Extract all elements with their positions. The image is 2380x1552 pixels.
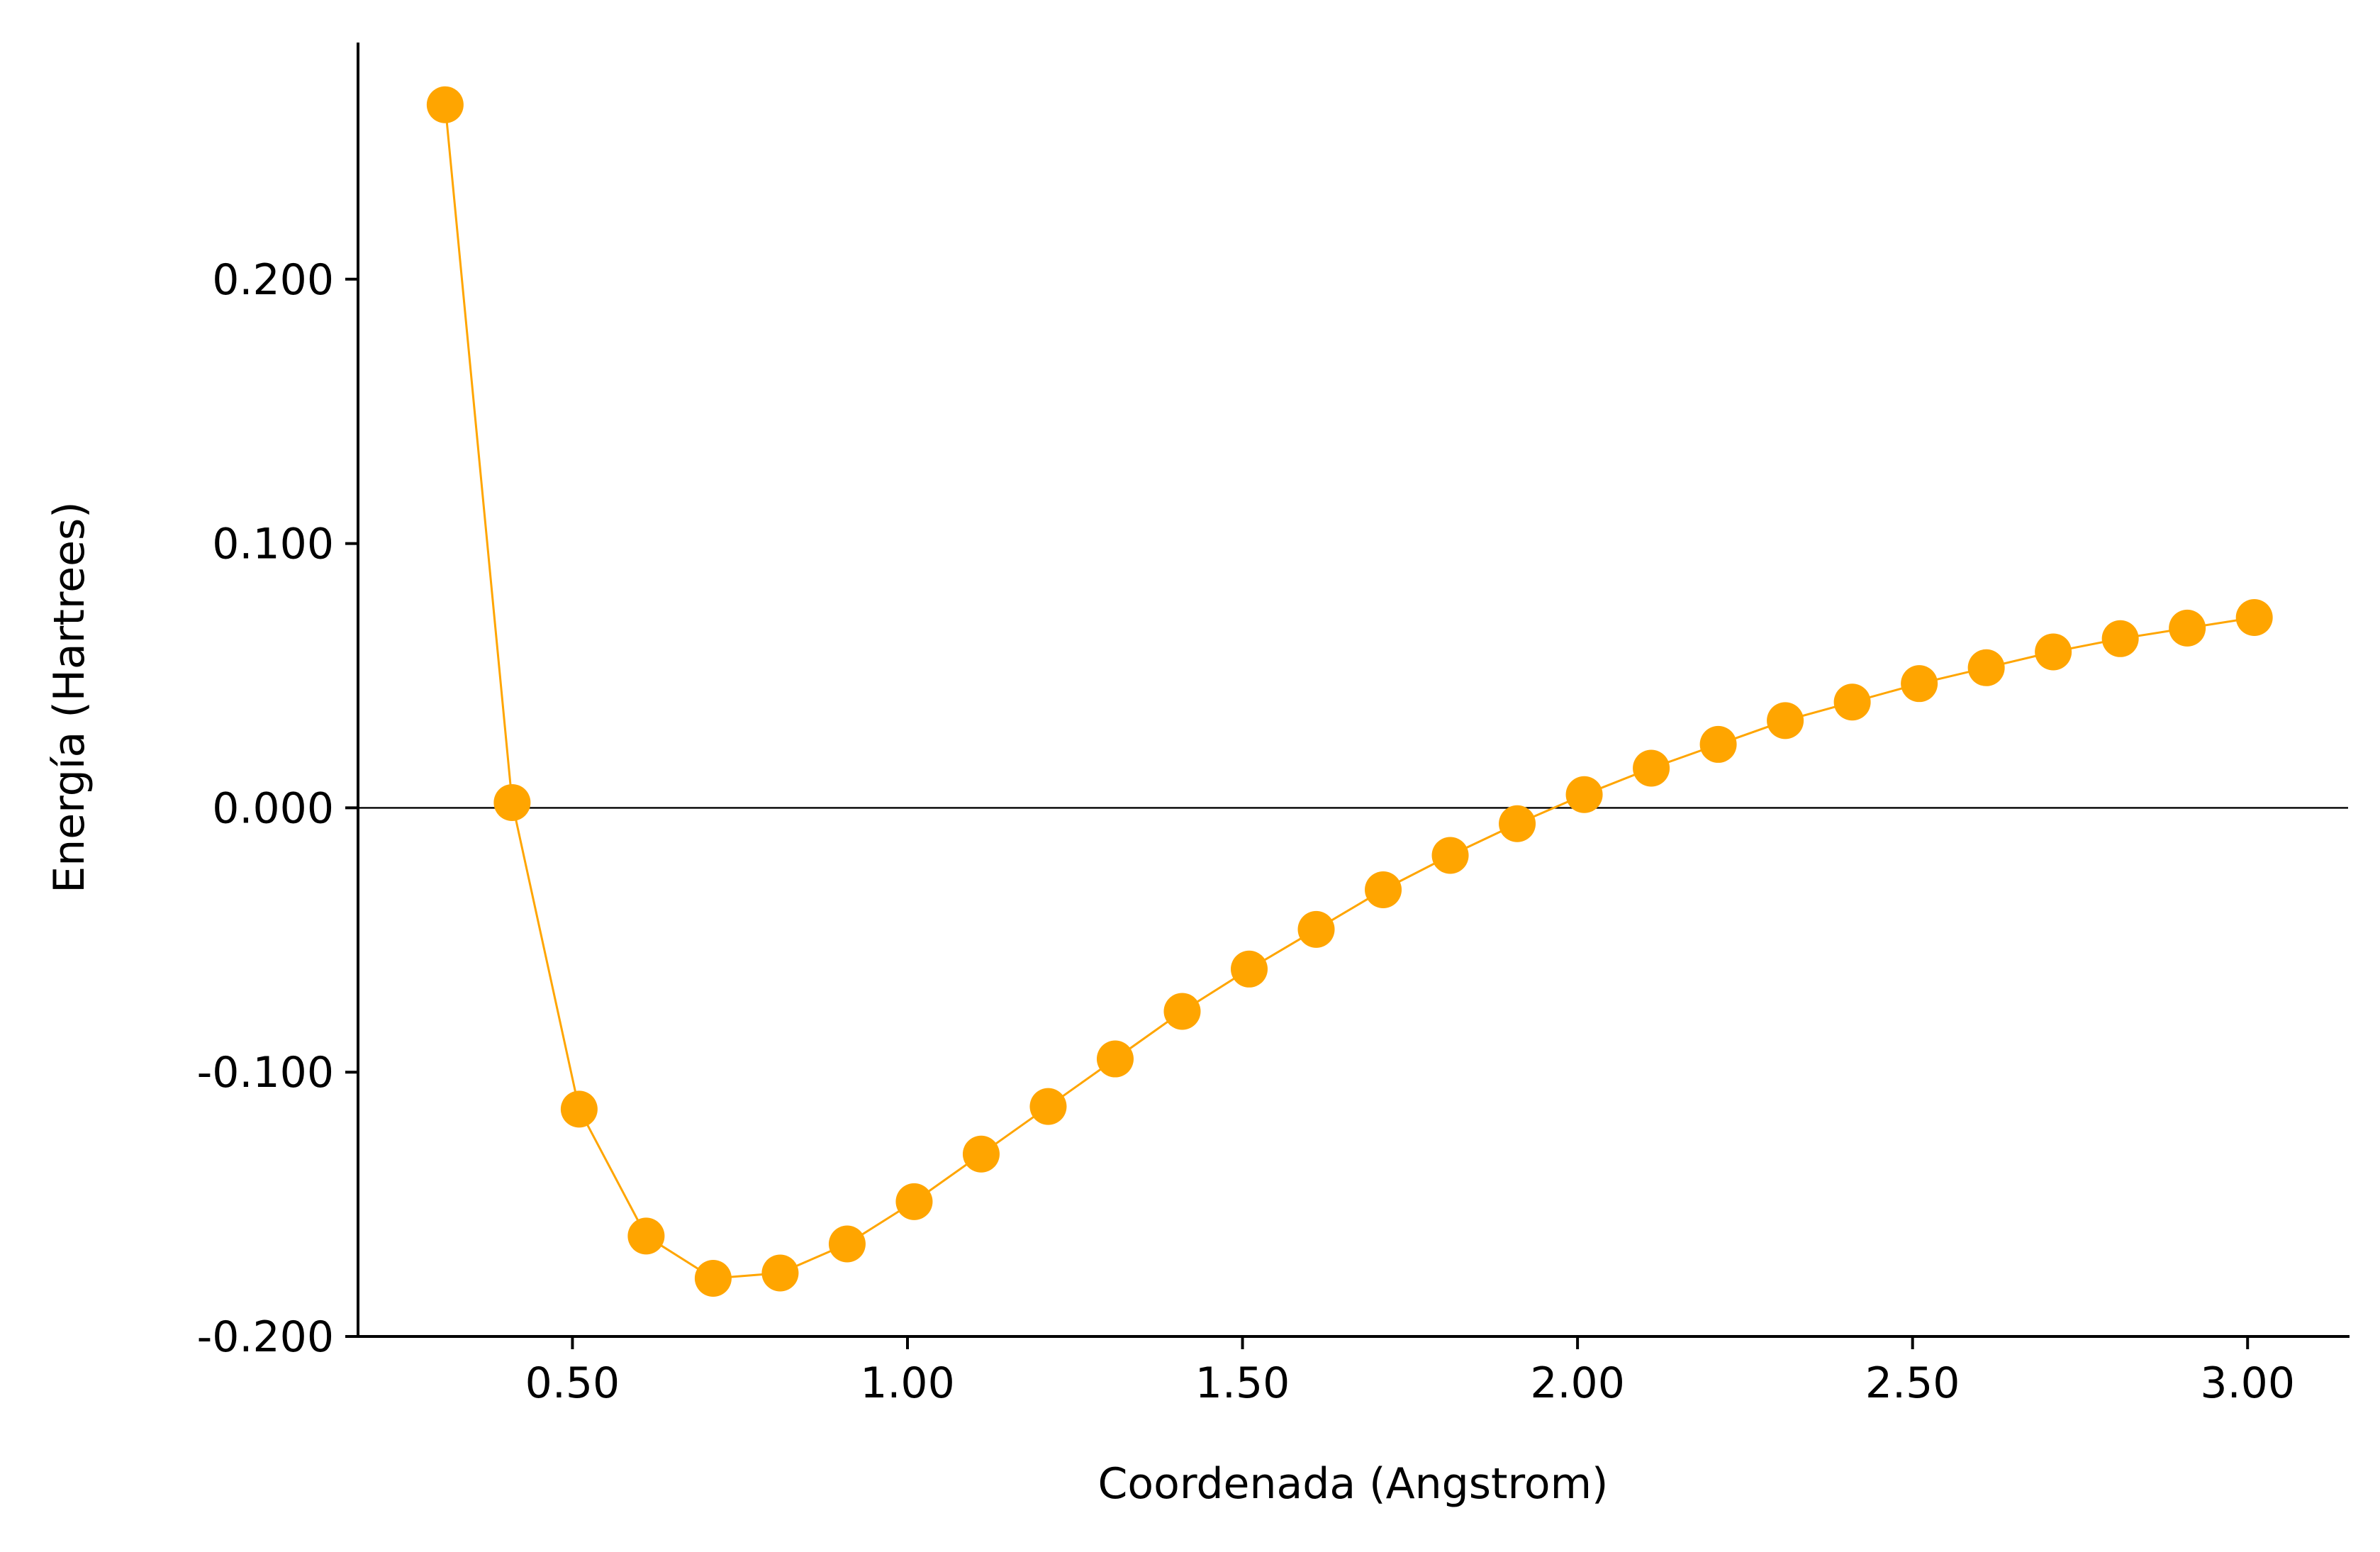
- data-point: [1901, 665, 1938, 703]
- data-point: [2235, 598, 2273, 636]
- data-point: [2169, 609, 2206, 647]
- y-axis-label: Energía (Hartrees): [45, 501, 94, 893]
- data-point: [1767, 702, 1804, 739]
- data-point: [560, 1090, 598, 1128]
- data-point: [1163, 993, 1201, 1030]
- x-tick-label: 3.00: [2200, 1358, 2295, 1408]
- y-tick-label: 0.100: [212, 520, 334, 569]
- y-tick-label: -0.100: [197, 1048, 334, 1098]
- series-line: [444, 104, 2255, 1280]
- y-tick-label: 0.000: [212, 783, 334, 833]
- y-tick-label: -0.200: [197, 1312, 334, 1362]
- data-point: [1699, 725, 1737, 763]
- x-axis-label: Coordenada (Angstrom): [1098, 1459, 1609, 1509]
- data-point: [2035, 633, 2072, 671]
- data-point: [1633, 749, 1670, 787]
- x-tick-label: 1.50: [1195, 1358, 1290, 1408]
- x-tick-label: 0.50: [525, 1358, 620, 1408]
- data-point: [895, 1183, 933, 1220]
- data-point: [1967, 649, 2005, 686]
- data-point: [1833, 683, 1871, 721]
- data-point: [1297, 910, 1335, 948]
- data-point: [1431, 837, 1469, 874]
- data-point: [1029, 1088, 1067, 1125]
- axes: 0.50 1.00 1.50 2.00 2.50 3.00 -0.200 -0.100 0.00…: [197, 43, 2350, 1408]
- x-tick-label: 1.00: [860, 1358, 955, 1408]
- data-point: [828, 1225, 866, 1263]
- x-tick-label: 2.50: [1865, 1358, 1960, 1408]
- data-point: [1231, 950, 1268, 988]
- data-point: [493, 783, 531, 821]
- data-point: [1499, 805, 1536, 842]
- plot-area: [358, 86, 2348, 1297]
- data-point: [1565, 776, 1603, 813]
- data-point: [694, 1259, 732, 1297]
- x-tick-label: 2.00: [1530, 1358, 1625, 1408]
- data-point: [426, 86, 464, 123]
- y-tick-label: 0.200: [212, 255, 334, 305]
- data-point: [627, 1217, 665, 1255]
- data-point: [761, 1254, 799, 1292]
- data-point: [2101, 620, 2139, 657]
- data-point: [1096, 1040, 1134, 1078]
- data-point: [962, 1135, 1000, 1173]
- data-point: [1365, 871, 1402, 908]
